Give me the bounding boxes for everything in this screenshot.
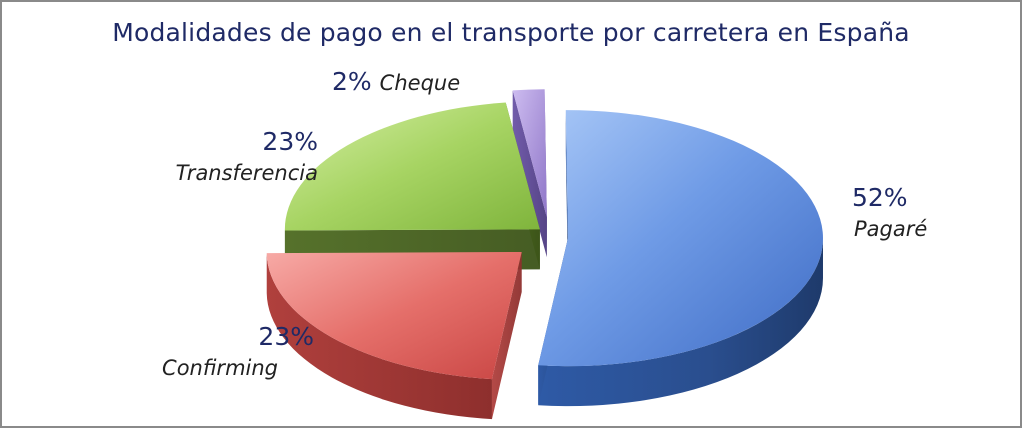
data-label-transferencia-value: 23%	[262, 127, 318, 156]
pie-slice-cheque	[512, 89, 547, 258]
chart-title: Modalidades de pago en el transporte por…	[112, 18, 910, 47]
pie-slice-side	[538, 238, 823, 407]
data-label-cheque-name: Cheque	[380, 71, 460, 95]
pie-slice-confirming	[266, 251, 522, 420]
pie-slice-pagaré	[538, 110, 823, 407]
data-label-cheque-value: 2%	[332, 67, 372, 96]
pie-slice-edge	[512, 90, 547, 258]
pie-slice-top	[266, 251, 522, 380]
data-label-pagaré-name: Pagaré	[854, 217, 927, 241]
pie-slice-top	[512, 89, 547, 218]
data-label-confirming-value: 23%	[258, 322, 314, 351]
pie-slice-side	[266, 253, 492, 420]
data-label-confirming-name: Confirming	[162, 356, 278, 380]
data-label-cheque: 2% Cheque	[332, 67, 460, 96]
pie-slice-top	[284, 102, 540, 231]
pie-slice-top	[538, 110, 823, 367]
data-label-transferencia-name: Transferencia	[176, 161, 318, 185]
data-label-pagaré-value: 52%	[852, 183, 908, 212]
pie-slice-edge	[565, 110, 568, 279]
pie-slice-transferencia	[284, 102, 540, 271]
pie-slice-edge	[491, 251, 522, 420]
